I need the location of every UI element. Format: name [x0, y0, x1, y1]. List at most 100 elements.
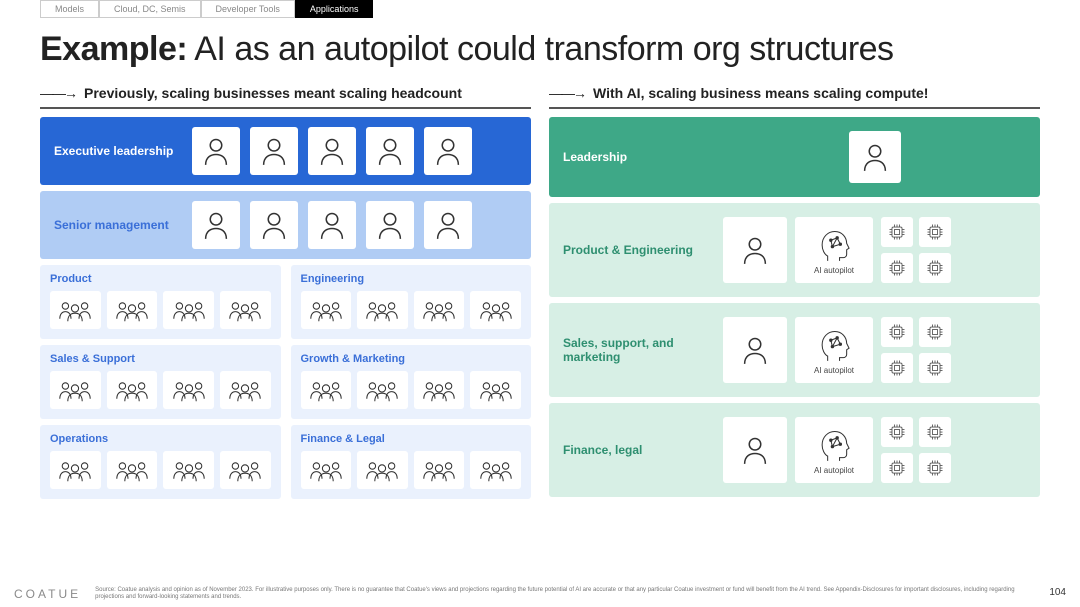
person-icon [376, 210, 404, 240]
tab-bar: Models Cloud, DC, Semis Developer Tools … [40, 0, 373, 18]
left-column: ——→ Previously, scaling businesses meant… [40, 85, 531, 572]
section-cells: AI autopilot [723, 217, 951, 283]
ai-head-icon [815, 226, 853, 264]
people-group-box [220, 451, 271, 489]
right-section-row: Sales, support, and marketing AI autopil… [549, 303, 1040, 397]
people-group-icon [112, 298, 152, 322]
people-group-box [107, 371, 158, 409]
people-group-icon [476, 298, 516, 322]
section-cells: AI autopilot [723, 417, 951, 483]
people-group-box [220, 371, 271, 409]
chip-icon [925, 458, 945, 478]
people-group-icon [169, 378, 209, 402]
section-person-box [723, 217, 787, 283]
disclaimer: Source: Coatue analysis and opinion as o… [95, 587, 1035, 601]
exec-people [192, 127, 472, 175]
people-group-icon [55, 378, 95, 402]
chip-icon [925, 258, 945, 278]
person-icon [434, 210, 462, 240]
chip-icon [887, 322, 907, 342]
department-row [50, 371, 271, 409]
person-icon [260, 210, 288, 240]
people-group-icon [55, 298, 95, 322]
person-box [308, 201, 356, 249]
person-icon [741, 235, 769, 265]
people-group-icon [306, 298, 346, 322]
section-label: Finance, legal [563, 443, 713, 457]
person-icon [434, 136, 462, 166]
people-group-box [470, 371, 521, 409]
people-group-icon [419, 458, 459, 482]
compute-chip-box [881, 417, 913, 447]
department-row [301, 291, 522, 329]
person-box [250, 127, 298, 175]
people-group-icon [362, 378, 402, 402]
person-icon [376, 136, 404, 166]
right-heading: ——→ With AI, scaling business means scal… [549, 85, 1040, 109]
logo: COATUE [14, 587, 81, 601]
department: Sales & Support [40, 345, 281, 419]
page-number: 104 [1049, 587, 1066, 598]
people-group-icon [362, 458, 402, 482]
compute-chip-box [919, 353, 951, 383]
person-box [192, 127, 240, 175]
people-group-box [163, 451, 214, 489]
ai-autopilot-box: AI autopilot [795, 217, 873, 283]
arrow-icon: ——→ [549, 85, 585, 101]
compute-chip-box [919, 417, 951, 447]
tab-applications[interactable]: Applications [295, 0, 374, 18]
people-group-box [301, 371, 352, 409]
ai-head-icon [815, 326, 853, 364]
person-box [424, 127, 472, 175]
chip-icon [887, 222, 907, 242]
senior-people [192, 201, 472, 249]
department-label: Growth & Marketing [301, 353, 522, 365]
chip-icon [887, 422, 907, 442]
right-section-row: Product & Engineering AI autopilot [549, 203, 1040, 297]
section-label: Product & Engineering [563, 243, 713, 257]
person-box [366, 201, 414, 249]
people-group-icon [225, 458, 265, 482]
people-group-box [470, 291, 521, 329]
department: Product [40, 265, 281, 339]
person-icon [741, 435, 769, 465]
people-group-box [107, 451, 158, 489]
right-sections: Product & Engineering AI autopilot [549, 203, 1040, 503]
slide: Models Cloud, DC, Semis Developer Tools … [0, 0, 1080, 607]
compute-chip-box [881, 253, 913, 283]
ai-caption: AI autopilot [814, 466, 854, 475]
compute-chip-box [881, 317, 913, 347]
senior-label: Senior management [54, 218, 184, 232]
department-grid: Product Engineering [40, 265, 531, 499]
section-person-box [723, 317, 787, 383]
ai-head-icon [815, 426, 853, 464]
people-group-box [414, 451, 465, 489]
footer: COATUE Source: Coatue analysis and opini… [14, 587, 1066, 601]
department-row [50, 451, 271, 489]
compute-chip-box [919, 253, 951, 283]
section-person-box [723, 417, 787, 483]
arrow-icon: ——→ [40, 85, 76, 101]
tab-models[interactable]: Models [40, 0, 99, 18]
people-group-box [301, 451, 352, 489]
people-group-icon [225, 298, 265, 322]
chip-icon [925, 422, 945, 442]
ai-autopilot-box: AI autopilot [795, 417, 873, 483]
people-group-icon [306, 378, 346, 402]
leader-label: Leadership [563, 150, 713, 164]
chip-icon [925, 358, 945, 378]
people-group-box [50, 291, 101, 329]
chip-icon [887, 258, 907, 278]
department: Engineering [291, 265, 532, 339]
tab-cloud[interactable]: Cloud, DC, Semis [99, 0, 201, 18]
tab-devtools[interactable]: Developer Tools [201, 0, 295, 18]
chip-grid [881, 417, 951, 483]
department: Operations [40, 425, 281, 499]
department-label: Sales & Support [50, 353, 271, 365]
people-group-icon [306, 458, 346, 482]
people-group-icon [476, 458, 516, 482]
department: Finance & Legal [291, 425, 532, 499]
people-group-box [357, 451, 408, 489]
people-group-icon [112, 378, 152, 402]
person-box [308, 127, 356, 175]
